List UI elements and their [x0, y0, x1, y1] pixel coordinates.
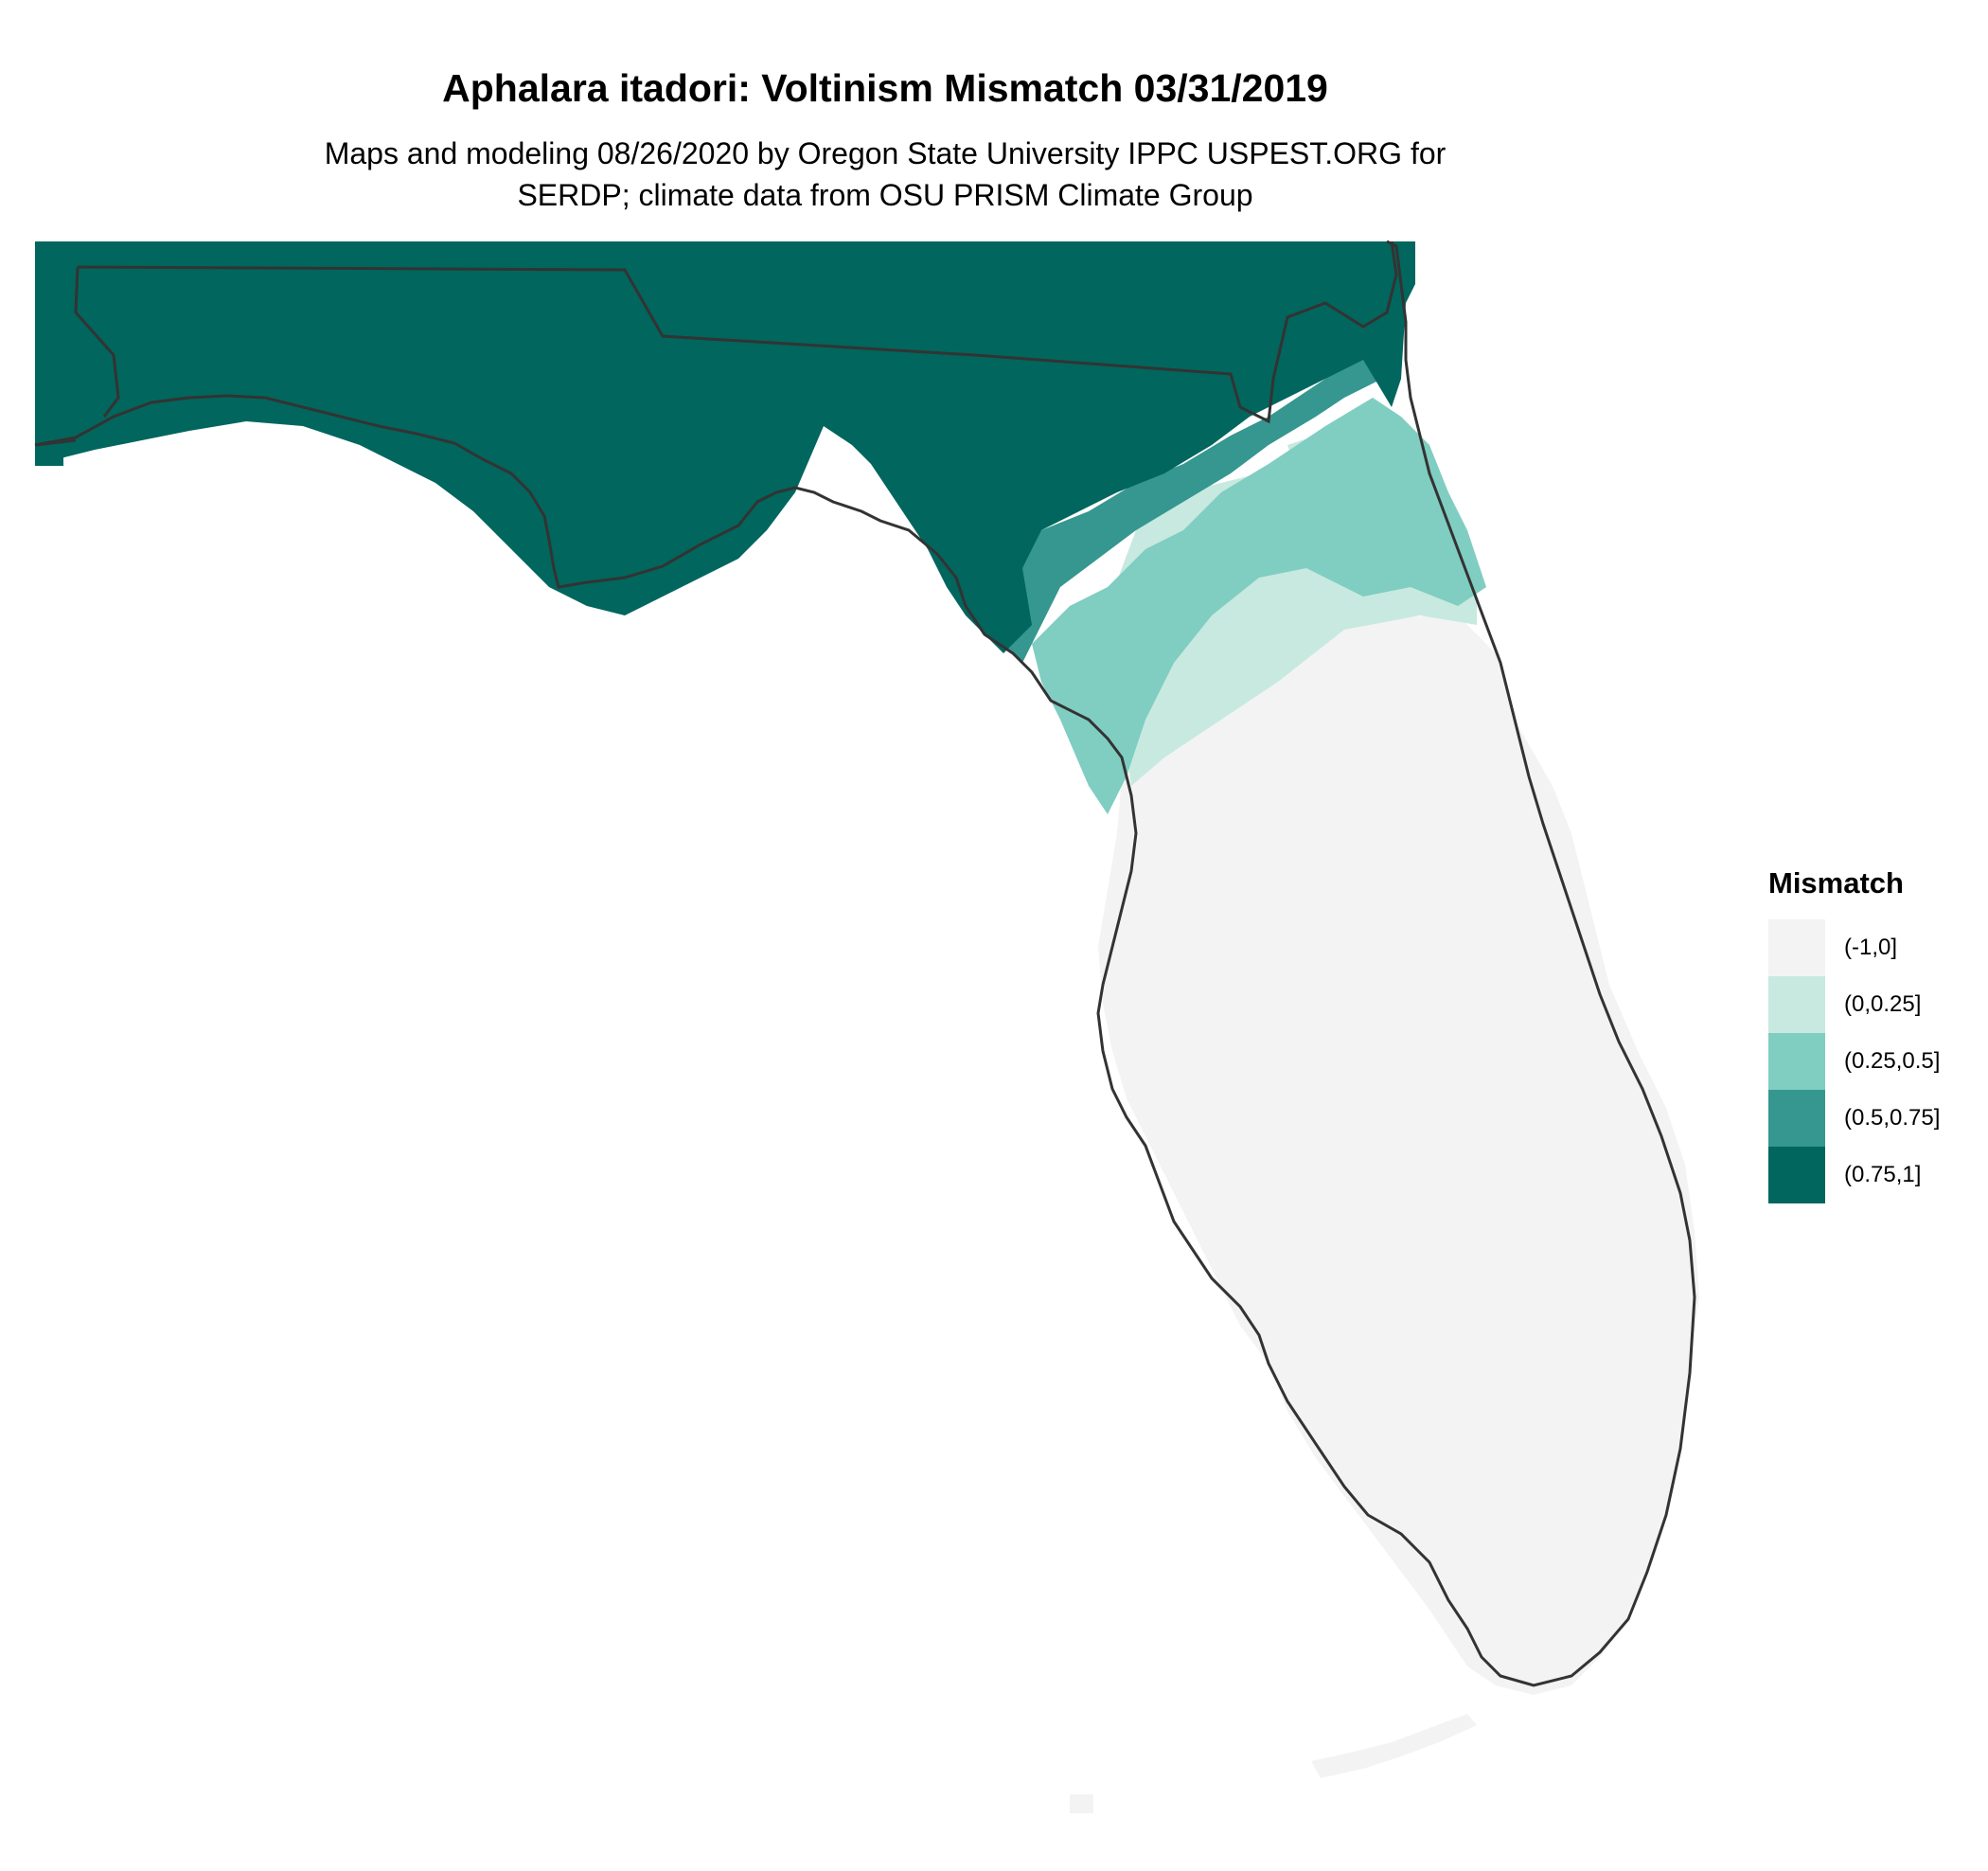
subtitle-line-1: Maps and modeling 08/26/2020 by Oregon S…	[324, 136, 1447, 170]
florida-outline	[34, 240, 1696, 1687]
florida-keys	[1311, 1714, 1477, 1778]
panhandle-west-tip	[35, 445, 63, 466]
map-title: Aphalara itadori: Voltinism Mismatch 03/…	[442, 66, 1328, 110]
subtitle-line-2: SERDP; climate data from OSU PRISM Clima…	[517, 178, 1253, 212]
legend-item: (0.5,0.75]	[1768, 1090, 1940, 1147]
legend-label: (0.75,1]	[1844, 1162, 1922, 1187]
region-mismatch-neg1-0	[1098, 615, 1699, 1695]
region-mismatch-0.5-0.75	[994, 341, 1382, 663]
legend-label: (0.25,0.5]	[1844, 1048, 1941, 1074]
legend-label: (0,0.25]	[1844, 991, 1922, 1017]
legend-swatch	[1768, 919, 1825, 976]
legend-swatch	[1768, 1147, 1825, 1203]
legend-item: (0,0.25]	[1768, 976, 1940, 1033]
legend-swatch	[1768, 1033, 1825, 1090]
key-west	[1070, 1794, 1093, 1813]
legend-label: (0.5,0.75]	[1844, 1105, 1941, 1131]
state-border	[34, 241, 1398, 447]
legend-item: (0.75,1]	[1768, 1147, 1940, 1203]
legend-title: Mismatch	[1768, 866, 1904, 900]
legend-label: (-1,0]	[1844, 935, 1898, 960]
legend-item: (0.25,0.5]	[1768, 1033, 1940, 1090]
region-mismatch-0.75-1	[35, 241, 1415, 653]
region-mismatch-0.25-0.5	[1032, 398, 1486, 814]
legend-swatch	[1768, 1090, 1825, 1147]
map-subtitle: Maps and modeling 08/26/2020 by Oregon S…	[0, 133, 1770, 216]
legend-item: (-1,0]	[1768, 919, 1940, 976]
legend-swatch	[1768, 976, 1825, 1033]
legend: Mismatch (-1,0] (0,0.25] (0.25,0.5] (0.5…	[1768, 866, 1940, 1203]
